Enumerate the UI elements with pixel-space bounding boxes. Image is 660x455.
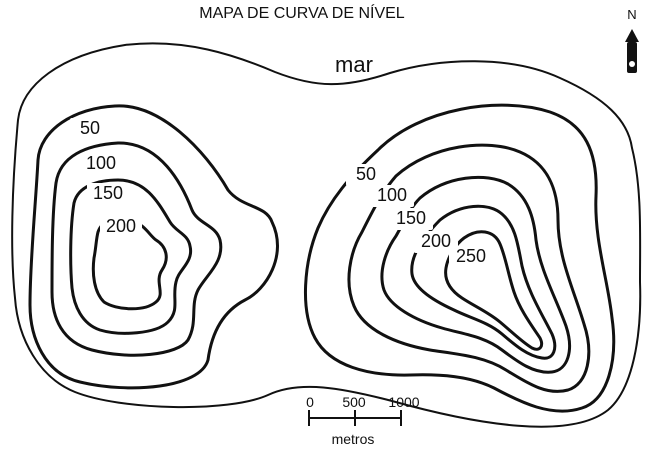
contour-label-50: 50 (80, 118, 100, 138)
island-coastline (11, 42, 642, 428)
label-masks (70, 118, 493, 268)
contour-line-150 (380, 175, 571, 374)
scale-tick-1000: 1000 (388, 394, 419, 410)
sea-label: mar (335, 52, 373, 77)
contour-line-100 (50, 141, 223, 357)
north-label: N (627, 7, 636, 22)
contour-label-250: 250 (456, 246, 486, 266)
left-hill-contours (28, 104, 279, 390)
contour-line-50 (28, 104, 279, 390)
contour-label-150: 150 (396, 208, 426, 228)
scale-tick-0: 0 (306, 394, 314, 410)
contour-label-200: 200 (421, 231, 451, 251)
contour-line-200 (410, 204, 557, 360)
contour-label-200: 200 (106, 216, 136, 236)
contour-line-50 (303, 103, 616, 413)
north-arrow-icon (625, 29, 639, 73)
scale-unit: metros (332, 431, 375, 447)
map-title: MAPA DE CURVA DE NÍVEL (199, 3, 405, 22)
contour-label-100: 100 (377, 185, 407, 205)
left-contour-labels: 50 100 150 200 (80, 118, 136, 236)
contour-line-150 (69, 178, 193, 335)
right-hill-contours (303, 103, 616, 413)
contour-label-100: 100 (86, 153, 116, 173)
scale-bar: 0 500 1000 metros (306, 394, 420, 447)
contour-line-100 (347, 143, 591, 393)
scale-tick-500: 500 (342, 394, 366, 410)
right-contour-labels: 50 100 150 200 250 (356, 164, 486, 266)
contour-label-50: 50 (356, 164, 376, 184)
contour-label-150: 150 (93, 183, 123, 203)
contour-line-250 (444, 230, 544, 351)
north-indicator: N (625, 7, 639, 73)
